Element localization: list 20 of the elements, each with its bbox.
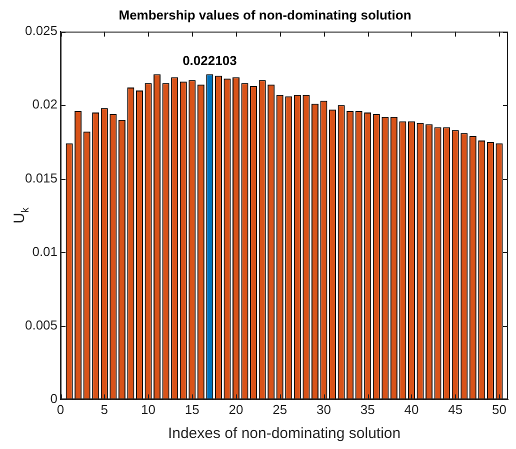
x-tick-label: 35 (360, 402, 375, 417)
y-tick-label: 0.015 (24, 170, 58, 186)
x-tick-label: 5 (100, 402, 108, 417)
x-tick-label: 10 (141, 402, 156, 417)
x-tick-label: 40 (404, 402, 419, 417)
y-axis-title: Uk (11, 206, 32, 224)
y-tick-label: 0.01 (32, 244, 58, 259)
y-tick-label: 0.02 (32, 96, 58, 112)
x-tick-label: 25 (272, 402, 288, 417)
x-tick-label: 30 (316, 402, 331, 417)
y-tick-label: 0.025 (24, 23, 58, 38)
x-tick-label: 45 (448, 402, 463, 417)
x-tick-label: 20 (228, 402, 244, 417)
y-tick-label: 0 (50, 390, 58, 406)
x-tick-label: 15 (184, 402, 200, 417)
y-tick-label: 0.005 (24, 317, 58, 332)
chart-title: Membership values of non-dominating solution (118, 7, 412, 22)
x-axis-title: Indexes of non-dominating solution (168, 425, 401, 442)
x-tick-label: 50 (492, 402, 506, 417)
annotation: 0.022103 (182, 53, 237, 68)
